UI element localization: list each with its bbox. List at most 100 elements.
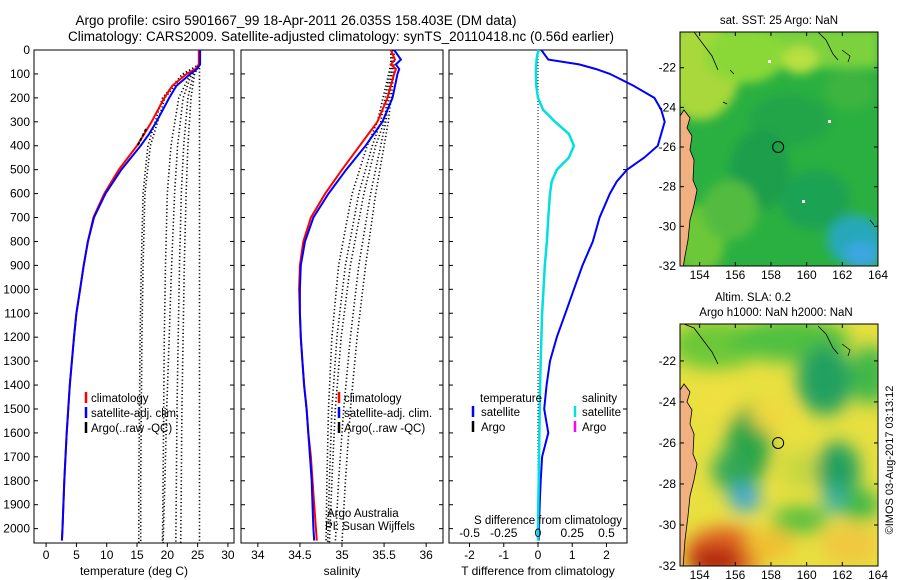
legend-climatology-label: climatology: [344, 393, 402, 405]
depth-tick-label: 0: [23, 43, 30, 57]
temperature-dotted-profile-0: [179, 50, 201, 544]
title-line-1: Argo profile: csiro 5901667_99 18-Apr-20…: [75, 13, 516, 28]
depth-tick-label: 300: [10, 115, 30, 129]
sla-map-subtitle: Argo h1000: NaN h2000: NaN: [699, 307, 852, 319]
sla-lat-tick-label: -28: [659, 477, 677, 491]
sst-lat-tick-label: -26: [659, 140, 677, 154]
difference-xtick-label: -1: [498, 548, 509, 562]
difference-series-t-satellite-clim: [537, 49, 666, 541]
depth-tick-label: 700: [10, 211, 30, 225]
legend-temperature-header: temperature: [480, 393, 542, 405]
s-difference-tick-label: 0.25: [561, 526, 585, 540]
temperature-xtick-label: 0: [43, 548, 50, 562]
difference-xtick-label: 1: [569, 548, 576, 562]
s-difference-tick-label: -0.5: [459, 526, 480, 540]
salinity-x-axis-label: salinity: [324, 564, 361, 578]
sst-lon-tick-label: 154: [690, 268, 710, 282]
imos-timestamp: ©IMOS 03-Aug-2017 03:13:12: [884, 386, 896, 535]
legend-s-argo-label: Argo: [582, 422, 606, 434]
depth-tick-label: 1300: [3, 354, 30, 368]
s-difference-axis-label: S difference from climatology: [474, 515, 622, 527]
salinity-legend: climatology satellite-adj. clim. Argo(..…: [337, 392, 432, 435]
depth-tick-label: 500: [10, 163, 30, 177]
salinity-xtick-label: 35: [335, 548, 349, 562]
sla-map-ticks: 154 156 158 160 162 164 -22 -24 -26 -28 -30 -32: [659, 324, 888, 580]
legend-t-satellite-label: satellite: [481, 407, 520, 419]
depth-tick-label: 1700: [3, 450, 30, 464]
difference-legend: temperature satellite Argo salinity sate…: [471, 393, 621, 434]
legend-satellite-label: satellite-adj. clim.: [91, 408, 179, 420]
legend-t-argo-label: Argo: [481, 422, 505, 434]
sst-map-ticks: 154 156 158 160 162 164 -22 -24 -26 -28 -30 -32: [659, 32, 888, 282]
sla-lon-tick-label: 154: [690, 568, 710, 580]
legend-satellite-label: satellite-adj. clim.: [344, 408, 432, 420]
depth-tick-label: 1900: [3, 498, 30, 512]
salinity-profile-chart: 34 34.5 35 35.5 36 salinity: [240, 49, 444, 578]
salinity-dotted-profile-2: [328, 50, 394, 544]
sst-lon-tick-label: 156: [725, 268, 745, 282]
temperature-series-satellite: [60, 50, 202, 541]
depth-tick-label: 1000: [3, 282, 30, 296]
depth-tick-label: 200: [10, 91, 30, 105]
depth-tick-label: 1800: [3, 474, 30, 488]
depth-tick-label: 1400: [3, 378, 30, 392]
sst-lat-tick-label: -24: [659, 100, 677, 114]
legend-s-satellite-label: satellite: [582, 407, 621, 419]
salinity-xtick-label: 34.5: [288, 548, 312, 562]
legend-argo-label: Argo(..raw -QC): [91, 423, 172, 435]
temperature-plot-frame: [33, 49, 235, 544]
sla-map: 154 156 158 160 162 164 -22 -24 -26 -28 -30 -32: [659, 323, 888, 580]
sla-lat-tick-label: -32: [659, 559, 677, 573]
depth-tick-label: 900: [10, 258, 30, 272]
depth-tick-label: 600: [10, 187, 30, 201]
sla-lon-tick-label: 164: [868, 568, 888, 580]
sst-lat-tick-label: -22: [659, 61, 677, 75]
depth-tick-label: 400: [10, 139, 30, 153]
s-difference-tick-label: 0: [535, 526, 542, 540]
s-difference-tick-label: 0.5: [598, 526, 615, 540]
sst-lon-tick-label: 162: [832, 268, 852, 282]
sst-argo-marker: [772, 141, 785, 154]
argo-pi-label: PI: Susan Wijffels: [325, 521, 415, 533]
legend-climatology-label: climatology: [91, 393, 149, 405]
sst-lat-tick-label: -32: [659, 259, 677, 273]
salinity-dotted-profile-0: [341, 50, 396, 544]
sla-lon-tick-label: 156: [725, 568, 745, 580]
sla-lat-tick-label: -30: [659, 518, 677, 532]
temperature-xtick-label: 15: [130, 548, 144, 562]
temperature-xtick-label: 30: [221, 548, 235, 562]
sla-lat-tick-label: -24: [659, 395, 677, 409]
sla-lon-tick-label: 160: [797, 568, 817, 580]
temperature-legend: climatology satellite-adj. clim. Argo(..…: [84, 392, 179, 435]
sla-lon-tick-label: 158: [761, 568, 781, 580]
sst-lat-tick-label: -28: [659, 180, 677, 194]
sst-map-title: sat. SST: 25 Argo: NaN: [720, 15, 838, 27]
temperature-series-argo: [136, 128, 147, 147]
difference-xtick-label: 2: [603, 548, 610, 562]
s-difference-tick-label: -0.25: [490, 526, 518, 540]
difference-x-axis-label: T difference from climatology: [461, 564, 615, 578]
difference-profile-chart: -2 -1 0 1 2 T difference from climatology -0.5…: [448, 49, 666, 578]
depth-tick-label: 2000: [3, 522, 30, 536]
difference-series-s-satellite-clim: [534, 49, 576, 541]
sla-lat-tick-label: -26: [659, 436, 677, 450]
depth-tick-label: 1200: [3, 330, 30, 344]
depth-tick-label: 1500: [3, 402, 30, 416]
temperature-x-axis-label: temperature (deg C): [80, 564, 188, 578]
salinity-xtick-label: 36: [419, 548, 433, 562]
salinity-xtick-label: 35.5: [372, 548, 396, 562]
temperature-xtick-label: 10: [100, 548, 114, 562]
salinity-series-satellite: [298, 49, 403, 541]
sla-lat-tick-label: -22: [659, 354, 677, 368]
legend-argo-label: Argo(..raw -QC): [344, 423, 425, 435]
difference-xtick-label: -2: [464, 548, 475, 562]
sst-map: 154 156 158 160 162 164 -22 -24 -26 -28 -30 -32: [659, 31, 888, 282]
sst-lon-tick-label: 164: [868, 268, 888, 282]
salinity-dotted-profile-4: [325, 50, 392, 544]
sla-argo-marker: [772, 436, 785, 449]
salinity-xtick-label: 34: [251, 548, 265, 562]
legend-salinity-header: salinity: [582, 393, 617, 405]
sst-lon-tick-label: 158: [761, 268, 781, 282]
difference-xtick-label: 0: [535, 548, 542, 562]
sst-lat-tick-label: -30: [659, 219, 677, 233]
